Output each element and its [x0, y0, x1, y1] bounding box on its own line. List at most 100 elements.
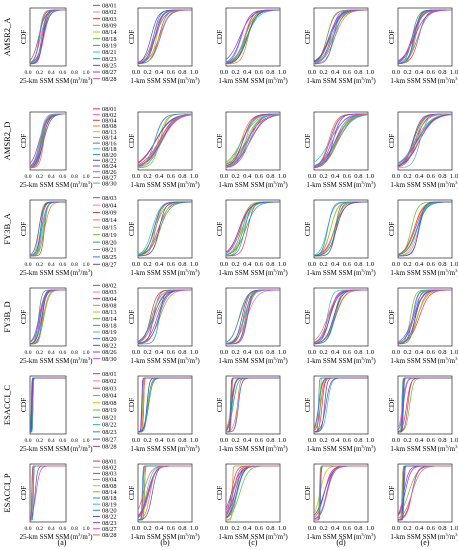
- cdf-line-08-27: [313, 113, 369, 168]
- x-tick-label: 0.6: [59, 70, 66, 76]
- x-tick-label: 0.4: [415, 69, 424, 76]
- x-tick-label: 1.0: [83, 438, 90, 444]
- x-tick-label: 0.4: [243, 173, 252, 180]
- legend-label: 08/09: [102, 210, 117, 217]
- x-axis-label: 1-km SSM SSM(m3/m3): [218, 356, 288, 365]
- x-tick-labels: 0.0 0.2 0.4 0.6 0.8 1.0: [308, 525, 375, 532]
- cdf-line-08-30: [397, 289, 452, 344]
- legend-label: 08/01: [102, 3, 117, 10]
- legend-label: 08/02: [102, 378, 117, 385]
- x-tick-label: 0.4: [155, 261, 164, 268]
- cdf-series-group: [313, 377, 368, 433]
- legend-label: 08/03: [102, 289, 117, 296]
- legend-label: 08/22: [102, 343, 117, 350]
- x-tick-label: 0.4: [331, 173, 340, 180]
- x-tick-labels: 0.0 0.2 0.4 0.6 0.8 1.0: [132, 437, 199, 444]
- axes-frame: [225, 287, 281, 347]
- x-tick-label: 0.8: [266, 69, 275, 76]
- x-tick-label: 0.0: [392, 525, 401, 532]
- legend-label: 08/20: [102, 336, 117, 343]
- x-tick-label: 0.0: [308, 261, 317, 268]
- cdf-line-08-23: [29, 377, 66, 432]
- cdf-line-08-19: [225, 465, 280, 519]
- x-tick-label: 0.0: [132, 525, 141, 532]
- x-tick-labels: 0.0 0.2 0.4 0.6 0.8 1.0: [308, 349, 375, 356]
- cdf-line-08-01: [225, 9, 281, 64]
- legend-label: 08/03: [102, 385, 117, 392]
- panel-esacci-c-1: CDF 0.0 0.2 0.4 0.6 0.8 1.025-km SSM SSM(m3/m3…: [19, 375, 93, 453]
- y-axis-label: CDF: [303, 30, 312, 45]
- x-tick-label: 0.2: [403, 349, 411, 356]
- x-tick-labels: 0.0 0.2 0.4 0.6 0.8 1.0: [392, 69, 458, 76]
- x-axis-label: 1-km SSM SSM(m3/m3): [130, 268, 200, 277]
- y-axis-label: CDF: [303, 398, 312, 413]
- x-tick-label: 0.8: [71, 70, 78, 76]
- cdf-series-group: [137, 201, 193, 257]
- panel-fy3b-d-4: CDF 0.0 0.2 0.4 0.6 0.8 1.01-km SSM SSM(m3/m3): [303, 287, 376, 365]
- x-tick-labels: 0.0 0.2 0.4 0.6 0.8 1.0: [392, 437, 458, 444]
- legend-label: 08/13: [102, 129, 117, 136]
- x-axis-label: 1-km SSM SSM(m3/m3): [306, 180, 376, 189]
- cdf-line-08-30: [313, 114, 369, 167]
- cdf-line-08-23: [138, 377, 192, 433]
- cdf-line-08-22: [397, 114, 453, 167]
- cdf-line-08-27: [225, 201, 280, 253]
- column-label: (c): [249, 538, 258, 547]
- y-axis-label: CDF: [303, 222, 312, 237]
- panel-esacci-p-4: CDF 0.0 0.2 0.4 0.6 0.8 1.01-km SSM SSM(m3/m3): [303, 463, 376, 541]
- x-tick-label: 0.4: [415, 349, 424, 356]
- legend-label: 08/20: [102, 152, 117, 159]
- x-tick-label: 0.6: [255, 437, 264, 444]
- axes-frame: [137, 287, 193, 347]
- axes-frame: [313, 375, 369, 435]
- x-tick-label: 0.2: [319, 349, 327, 356]
- y-axis-label: CDF: [19, 222, 28, 237]
- x-tick-label: 0.8: [438, 261, 447, 268]
- x-tick-label: 0.8: [178, 173, 187, 180]
- cdf-line-08-30: [397, 113, 452, 169]
- cdf-line-08-20: [137, 201, 193, 256]
- cdf-line-08-28: [29, 9, 66, 64]
- legend-label: 08/02: [102, 9, 117, 16]
- x-tick-label: 0.8: [71, 174, 78, 180]
- x-tick-label: 0.0: [132, 69, 141, 76]
- panel-amsr2-d-5: CDF 0.00.2 0.40.60.81.01-km SSM SSM(m3/m3): [387, 111, 458, 189]
- y-axis-label: CDF: [215, 222, 224, 237]
- x-tick-label: 1.0: [366, 261, 375, 268]
- cdf-line-08-18: [137, 9, 193, 63]
- x-tick-label: 0.2: [36, 438, 43, 444]
- cdf-line-08-14: [137, 201, 192, 257]
- x-tick-label: 0.0: [392, 261, 401, 268]
- legend-label: 08/18: [102, 36, 117, 43]
- axes-frame: [397, 287, 453, 347]
- x-axis-label: 1-km SSM SSM(m3/m3): [130, 180, 200, 189]
- legend-label: 08/19: [102, 43, 117, 50]
- x-tick-label: 0.6: [59, 262, 66, 268]
- axes-frame: [225, 7, 281, 67]
- legend-label: 08/21: [102, 414, 117, 421]
- x-tick-label: 0.2: [319, 437, 327, 444]
- legend-label: 08/23: [102, 520, 117, 527]
- y-axis-label: CDF: [303, 486, 312, 501]
- cdf-line-08-23: [313, 9, 368, 65]
- x-tick-label: 0.8: [71, 526, 78, 532]
- cdf-line-08-03: [29, 201, 66, 257]
- cdf-line-08-30: [137, 113, 192, 168]
- x-tick-label: 0.6: [255, 261, 264, 268]
- legend-label: 08/14: [102, 135, 117, 142]
- cdf-line-08-27: [313, 201, 369, 257]
- cdf-line-08-27: [29, 201, 66, 256]
- cdf-line-08-28: [313, 377, 368, 433]
- axes-frame: [397, 463, 453, 523]
- x-tick-label: 0.2: [231, 437, 239, 444]
- legend-label: 08/27: [102, 436, 117, 443]
- cdf-series-group: [225, 377, 280, 433]
- legend-label: 08/21: [102, 247, 117, 254]
- panel-fy3b-a-2: CDF 0.0 0.2 0.4 0.6 0.8 1.01-km SSM SSM(m3/m3): [127, 199, 200, 277]
- x-tick-label: 0.6: [255, 349, 264, 356]
- panel-fy3b-a-4: CDF 0.0 0.2 0.4 0.6 0.8 1.01-km SSM SSM(m3/m3): [303, 199, 376, 277]
- x-tick-label: 1.0: [83, 70, 90, 76]
- x-tick-labels: 0.0 0.2 0.4 0.6 0.8 1.0: [308, 173, 375, 180]
- panel-fy3b-d-1: CDF 0.0 0.2 0.4 0.6 0.8 1.025-km SSM SSM(m3/m3…: [19, 287, 93, 365]
- cdf-series-group: [313, 289, 369, 345]
